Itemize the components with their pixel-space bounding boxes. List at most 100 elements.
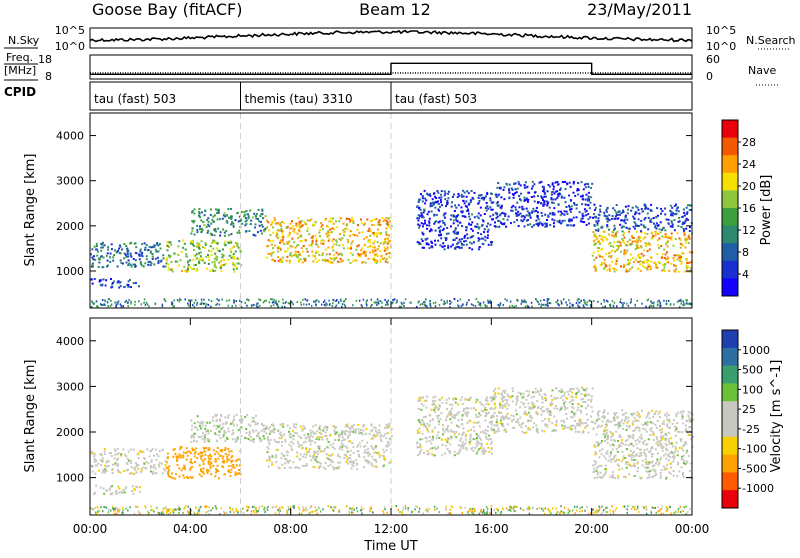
echo-cell xyxy=(543,187,545,189)
echo-cell xyxy=(233,418,235,420)
echo-cell xyxy=(96,255,98,257)
echo-cell xyxy=(303,221,305,223)
echo-cell xyxy=(589,207,591,209)
echo-cell xyxy=(641,303,643,305)
echo-cell xyxy=(197,429,199,431)
echo-cell xyxy=(438,421,440,423)
echo-cell xyxy=(487,208,489,210)
echo-cell xyxy=(462,441,464,443)
echo-cell xyxy=(248,438,250,440)
echo-cell xyxy=(604,259,606,261)
echo-cell xyxy=(619,224,621,226)
echo-cell xyxy=(670,304,672,306)
echo-cell xyxy=(373,234,375,236)
echo-cell xyxy=(562,399,564,401)
echo-cell xyxy=(626,467,628,469)
echo-cell xyxy=(512,305,514,307)
echo-cell xyxy=(512,189,514,191)
echo-cell xyxy=(369,242,371,244)
echo-cell xyxy=(178,454,180,456)
echo-cell xyxy=(487,237,489,239)
echo-cell xyxy=(328,458,330,460)
echo-cell xyxy=(441,204,443,206)
echo-cell xyxy=(660,302,662,304)
echo-cell xyxy=(386,249,388,251)
echo-cell xyxy=(451,408,453,410)
echo-cell xyxy=(267,436,269,438)
echo-cell xyxy=(531,196,533,198)
echo-cell xyxy=(673,475,675,477)
echo-cell xyxy=(213,221,215,223)
echo-cell xyxy=(496,421,498,423)
echo-cell xyxy=(429,415,431,417)
echo-cell xyxy=(443,300,445,302)
echo-cell xyxy=(92,466,94,468)
echo-cell xyxy=(506,184,508,186)
echo-cell xyxy=(672,445,674,447)
echo-cell xyxy=(535,424,537,426)
echo-cell xyxy=(302,299,304,301)
echo-cell xyxy=(612,477,614,479)
echo-cell xyxy=(425,416,427,418)
echo-cell xyxy=(532,208,534,210)
echo-cell xyxy=(474,226,476,228)
echo-cell xyxy=(617,245,619,247)
echo-cell xyxy=(671,207,673,209)
echo-cell xyxy=(383,435,385,437)
echo-cell xyxy=(200,219,202,221)
echo-cell xyxy=(204,436,206,438)
echo-cell xyxy=(556,181,558,183)
echo-cell xyxy=(666,251,668,253)
echo-cell xyxy=(658,238,660,240)
echo-cell xyxy=(348,431,350,433)
echo-cell xyxy=(298,261,300,263)
echo-cell xyxy=(135,246,137,248)
echo-cell xyxy=(626,439,628,441)
echo-cell xyxy=(164,298,166,300)
echo-cell xyxy=(588,223,590,225)
echo-cell xyxy=(466,196,468,198)
echo-cell xyxy=(359,442,361,444)
echo-cell xyxy=(277,237,279,239)
echo-cell xyxy=(417,446,419,448)
echo-cell xyxy=(478,212,480,214)
echo-cell xyxy=(281,464,283,466)
echo-cell xyxy=(314,452,316,454)
echo-cell xyxy=(448,233,450,235)
echo-cell xyxy=(223,255,225,257)
echo-cell xyxy=(210,473,212,475)
echo-cell xyxy=(670,263,672,265)
echo-cell xyxy=(374,241,376,243)
echo-cell xyxy=(219,420,221,422)
echo-cell xyxy=(593,259,595,261)
echo-cell xyxy=(289,262,291,264)
echo-cell xyxy=(197,415,199,417)
echo-cell xyxy=(241,421,243,423)
echo-cell xyxy=(474,447,476,449)
echo-cell xyxy=(467,411,469,413)
echo-cell xyxy=(216,257,218,259)
echo-cell xyxy=(180,259,182,261)
echo-cell xyxy=(281,230,283,232)
echo-cell xyxy=(141,303,143,305)
echo-cell xyxy=(315,251,317,253)
echo-cell xyxy=(440,199,442,201)
echo-cell xyxy=(215,255,217,257)
echo-cell xyxy=(612,471,614,473)
echo-cell xyxy=(503,213,505,215)
echo-cell xyxy=(123,243,125,245)
echo-cell xyxy=(533,195,535,197)
echo-cell xyxy=(155,468,157,470)
echo-cell xyxy=(570,396,572,398)
echo-cell xyxy=(683,212,685,214)
noise-right-label: N.Search xyxy=(746,34,796,47)
echo-cell xyxy=(352,233,354,235)
echo-cell xyxy=(429,218,431,220)
echo-cell xyxy=(258,220,260,222)
echo-cell xyxy=(684,234,686,236)
echo-cell xyxy=(621,468,623,470)
echo-cell xyxy=(524,187,526,189)
echo-cell xyxy=(290,467,292,469)
echo-cell xyxy=(273,304,275,306)
echo-cell xyxy=(609,268,611,270)
